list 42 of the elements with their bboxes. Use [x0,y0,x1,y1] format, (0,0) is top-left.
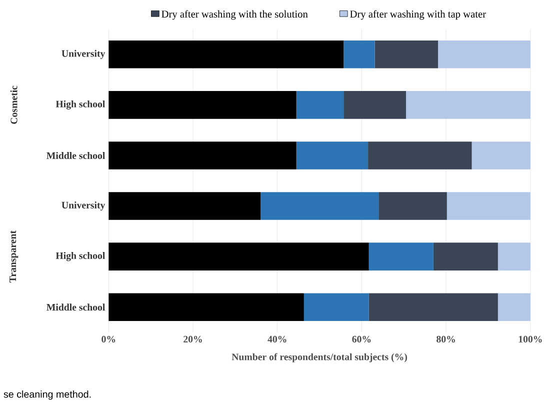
bar [406,91,530,119]
bar [368,293,498,322]
x-tick-label: 20% [184,336,202,343]
bar [304,293,369,322]
legend-label: Dry after washing with tap water [350,10,486,20]
bar [344,91,406,119]
x-tick-label: 0% [102,336,116,343]
y-tick-label: University [62,202,106,211]
bar [108,242,369,271]
bar [344,40,375,68]
bar [374,40,438,68]
bar [368,242,434,271]
bar [108,192,260,220]
y-tick-label: Middle school [46,304,105,311]
bar [498,242,530,271]
bar [296,142,368,170]
x-axis-title: Number of respondents/total subjects (%) [232,353,408,362]
legend-label: Dry after washing with the solution [162,10,308,20]
bar [446,192,530,220]
bar [368,142,472,170]
bar [108,91,296,119]
bar [108,40,344,68]
bar [472,142,530,170]
x-tick-label: 60% [352,336,371,343]
text: se cleaning method. [4,390,91,400]
bar [433,242,498,271]
bar [296,91,344,119]
text: Transparent [10,230,18,283]
y-tick-label: High school [56,252,105,262]
y-tick-label: University [62,50,106,59]
bar [108,293,304,322]
bar [378,192,447,220]
y-tick-label: High school [56,100,105,110]
x-tick-label: 100% [518,336,542,343]
bar [498,293,530,322]
bar [108,142,296,170]
bar [438,40,530,68]
bar [260,192,379,220]
x-tick-label: 40% [268,336,286,343]
text: Cosmetic [10,86,18,124]
y-tick-label: Middle school [46,152,105,160]
x-tick-label: 80% [436,336,455,343]
